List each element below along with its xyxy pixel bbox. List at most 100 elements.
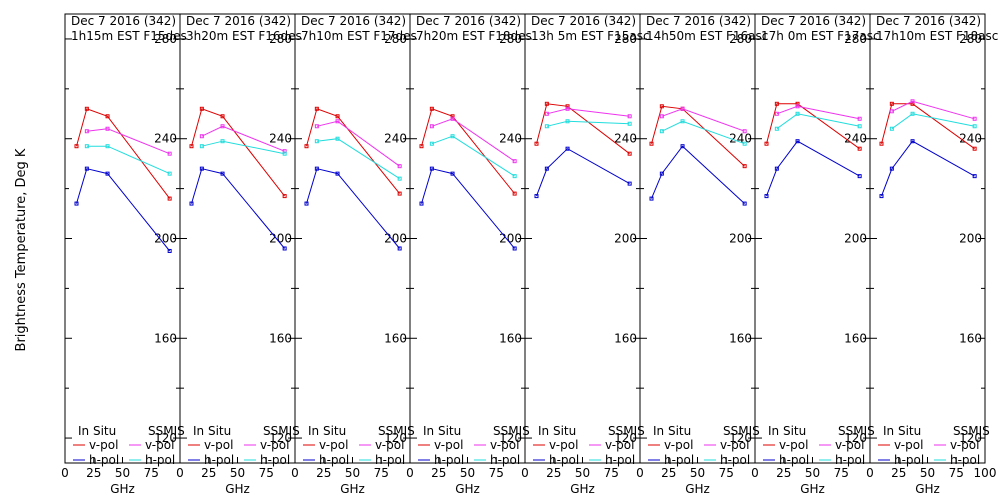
series-insitu_h-point (544, 166, 549, 171)
x-axis-label: GHz (225, 482, 250, 496)
x-tick-label: 75 (489, 466, 504, 480)
x-tick-label: 75 (719, 466, 734, 480)
series-insitu_h-point (199, 166, 204, 171)
series-ssmis_h-point (199, 144, 204, 149)
series-insitu_h-point (857, 174, 862, 179)
panel-date: Dec 7 2016 (342) (876, 14, 981, 28)
legend-ssmis-header: SSMIS (838, 424, 875, 438)
legend-ssmis-h-label: h-pol (950, 453, 980, 467)
x-axis-label: GHz (915, 482, 940, 496)
series-insitu_h-point (512, 246, 517, 251)
legend-ssmis-v-label: v-pol (720, 438, 749, 452)
series-insitu_v-point (534, 141, 539, 146)
series-insitu_v-point (429, 106, 434, 111)
series-ssmis_h-point (105, 144, 110, 149)
legend-ssmis-header: SSMIS (953, 424, 990, 438)
series-insitu_h-point (84, 166, 89, 171)
x-tick-label: 75 (949, 466, 964, 480)
panel-2: 120 160 200 240 280 0 25 50 75 GHz Dec 7 2016 (342… (176, 13, 302, 496)
y-tick-label: 240 (959, 132, 982, 146)
y-tick-label: 280 (729, 32, 752, 46)
series-insitu_v-line (536, 103, 630, 155)
x-tick-label: 0 (61, 466, 69, 480)
y-tick-label: 120 (154, 431, 177, 445)
series-insitu_h-point (910, 139, 915, 144)
legend-insitu-header: In Situ (193, 424, 231, 438)
series-ssmis_h-point (220, 139, 225, 144)
series-ssmis_v-line (891, 100, 975, 120)
series-insitu_v-point (774, 101, 779, 106)
x-tick-label: 25 (431, 466, 446, 480)
y-tick-label: 120 (844, 431, 867, 445)
series-ssmis_h-line (316, 138, 400, 180)
x-tick-label: 100 (974, 466, 997, 480)
legend-ssmis-header: SSMIS (263, 424, 300, 438)
series-ssmis_v-point (742, 129, 747, 134)
series-ssmis_h-line (661, 120, 745, 145)
series-insitu_v-point (742, 164, 747, 169)
legend-ssmis-h-label: h-pol (260, 453, 290, 467)
series-insitu_h-point (429, 166, 434, 171)
panel-subtitle: 3h20m EST F16des (186, 29, 302, 43)
series-ssmis_h-point (314, 139, 319, 144)
y-tick-label: 160 (959, 331, 982, 345)
y-tick-label: 240 (384, 132, 407, 146)
y-tick-label: 200 (499, 232, 522, 246)
y-tick-label: 240 (269, 132, 292, 146)
y-tick-label: 120 (614, 431, 637, 445)
series-insitu_h-point (304, 201, 309, 206)
series-ssmis_v-point (282, 149, 287, 154)
y-tick-label: 280 (384, 32, 407, 46)
x-tick-label: 75 (259, 466, 274, 480)
legend-ssmis-h-label: h-pol (605, 453, 635, 467)
series-ssmis_h-line (86, 145, 170, 175)
y-tick-label: 280 (959, 32, 982, 46)
y-tick-label: 280 (614, 32, 637, 46)
panel-date: Dec 7 2016 (342) (531, 14, 636, 28)
legend-ssmis-header: SSMIS (723, 424, 760, 438)
series-ssmis_h-line (546, 120, 630, 127)
legend-ssmis-v-label: v-pol (145, 438, 174, 452)
panel-subtitle: 17h 0m EST F17asc (761, 29, 880, 43)
series-ssmis_v-point (627, 114, 632, 119)
series-insitu_v-point (74, 144, 79, 149)
y-tick-label: 200 (729, 232, 752, 246)
legend-ssmis-v-label: v-pol (835, 438, 864, 452)
series-ssmis_v-point (335, 119, 340, 124)
panel-subtitle: 7h10m EST F17des (301, 29, 417, 43)
series-ssmis_h-point (512, 174, 517, 179)
series-insitu_v-point (314, 106, 319, 111)
legend-insitu-header: In Situ (768, 424, 806, 438)
series-insitu_v-point (167, 196, 172, 201)
series-ssmis_h-point (627, 121, 632, 126)
y-tick-label: 280 (269, 32, 292, 46)
legend-insitu-v-label: v-pol (204, 438, 233, 452)
legend-insitu-h-label: h-pol (319, 453, 349, 467)
y-tick-label: 200 (614, 232, 637, 246)
x-tick-label: 25 (891, 466, 906, 480)
series-ssmis_v-point (105, 126, 110, 131)
series-ssmis_v-point (220, 124, 225, 129)
x-tick-label: 0 (866, 466, 874, 480)
legend-insitu-h-label: h-pol (549, 453, 579, 467)
series-insitu_v-point (220, 114, 225, 119)
y-tick-label: 240 (154, 132, 177, 146)
y-tick-label: 240 (499, 132, 522, 146)
x-tick-label: 75 (144, 466, 159, 480)
series-ssmis_h-line (201, 140, 285, 155)
panel-date: Dec 7 2016 (342) (71, 14, 176, 28)
panel-1: 120 160 200 240 280 0 25 50 75 GHz Dec 7 2016 (342… (61, 13, 187, 496)
series-insitu_h-line (306, 168, 400, 249)
series-ssmis_v-point (972, 116, 977, 121)
series-ssmis_v-point (84, 129, 89, 134)
series-ssmis_h-point (282, 151, 287, 156)
series-ssmis_h-point (795, 111, 800, 116)
series-ssmis_h-line (891, 113, 975, 130)
series-ssmis_v-point (889, 109, 894, 114)
legend-insitu-h-label: h-pol (434, 453, 464, 467)
y-tick-label: 120 (499, 431, 522, 445)
legend-ssmis-v-label: v-pol (375, 438, 404, 452)
series-ssmis_v-line (776, 105, 860, 120)
series-insitu_h-point (74, 201, 79, 206)
legend-insitu-v-label: v-pol (549, 438, 578, 452)
